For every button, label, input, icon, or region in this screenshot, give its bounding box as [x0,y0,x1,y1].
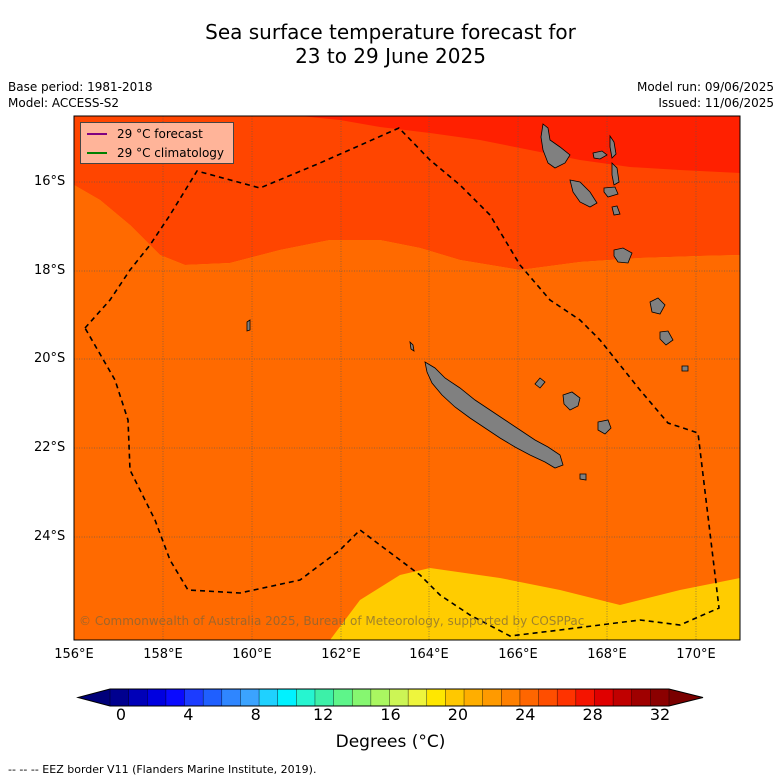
title-line-2: 23 to 29 June 2025 [295,44,486,68]
colorbar-title: Degrees (°C) [335,732,446,752]
copyright-text: © Commonwealth of Australia 2025, Bureau… [79,614,585,628]
longitude-tick-label: 168°E [587,647,627,662]
land-loyalty-mare [597,419,612,435]
issued-text: Issued: 11/06/2025 [658,96,774,110]
latitude-tick-label: 24°S [34,529,66,544]
colorbar-swatch [650,689,670,706]
model-run-text: Model run: 09/06/2025 [636,80,774,94]
colorbar-swatch [314,689,335,706]
legend-forecast-swatch [87,133,107,135]
model-text: Model: ACCESS-S2 [8,96,120,110]
colorbar-tick-label: 28 [582,705,603,724]
colorbar-swatch [575,689,595,706]
land-loyalty-lifou [562,391,581,411]
colorbar-tick-label: 4 [183,705,194,724]
colorbar-swatch [631,689,651,706]
land-aneityum [681,365,689,372]
colorbar-swatch [259,689,279,706]
land-ambae [592,150,608,160]
land-espiritu-santo [540,123,571,169]
colorbar-swatch [482,689,502,706]
land-malekula [569,179,598,208]
colorbar-swatch [128,689,148,706]
land-belep [409,340,415,352]
colorbar [76,688,704,707]
land-tanna [659,330,674,346]
land-epi [611,205,621,216]
colorbar-tick-label: 0 [115,705,127,724]
colorbar-swatch [613,689,633,706]
land-isle-of-pines [579,473,587,481]
eez-border [84,127,720,637]
colorbar-swatch [184,689,204,706]
colorbar-swatch [426,689,446,706]
land-pentecost [611,162,620,186]
colorbar-swatch [445,689,465,706]
eez-footnote: -- -- -- EEZ border V11 (Flanders Marine… [8,763,317,776]
longitude-tick-label: 160°E [232,647,272,662]
latitude-tick-label: 16°S [34,174,66,189]
land-erromango [649,297,666,315]
colorbar-tick-label: 8 [250,705,261,724]
latitude-tick-label: 20°S [34,351,66,366]
legend-climatology-row: 29 °C climatology [87,145,224,161]
legend-climatology-label: 29 °C climatology [117,146,225,160]
land-chesterfield [246,319,251,332]
sst-band-27 [74,185,740,640]
sst-field [74,116,740,640]
colorbar-tick-label: 12 [312,705,334,724]
legend: 29 °C forecast 29 °C climatology [80,122,234,164]
legend-forecast-row: 29 °C forecast [87,126,203,142]
land-loyalty-ouvea [534,377,546,389]
colorbar-swatch [501,689,521,706]
longitude-tick-label: 164°E [409,647,449,662]
colorbar-tick-label: 16 [380,705,401,724]
longitude-tick-label: 166°E [498,647,538,662]
latitude-tick-label: 18°S [34,263,66,278]
colorbar-swatch [594,689,614,706]
colorbar-swatch [464,689,484,706]
colorbar-swatch [333,689,353,706]
colorbar-swatch [110,689,130,706]
gridlines [74,116,740,640]
colorbar-tick-label: 20 [447,705,469,724]
land-new-caledonia [424,361,564,469]
legend-climatology-swatch [87,152,107,154]
legend-forecast-label: 29 °C forecast [117,127,203,141]
colorbar-swatch [370,689,390,706]
sst-band-23 [330,568,740,640]
colorbar-swatch [389,689,409,706]
longitude-tick-label: 162°E [321,647,361,662]
colorbar-swatch [352,689,372,706]
longitude-tick-label: 156°E [54,647,94,662]
title-line-1: Sea surface temperature forecast for [205,20,576,44]
colorbar-swatch [519,689,540,706]
sst-band-28 [300,116,740,173]
colorbar-swatch [147,689,167,706]
base-period-text: Base period: 1981-2018 [8,80,153,94]
colorbar-tick-label: 24 [515,705,536,724]
land-efate [613,247,633,264]
colorbar-under-arrow [78,689,110,706]
latitude-tick-label: 22°S [34,440,66,455]
colorbar-swatch [557,689,577,706]
colorbar-tick-label: 32 [649,705,671,724]
land-maewo [609,134,617,159]
land-ambrym [603,186,619,198]
colorbar-swatch [538,689,558,706]
land-masses [246,123,689,481]
colorbar-swatch [277,689,297,706]
colorbar-over-arrow [669,689,703,706]
colorbar-swatch [203,689,223,706]
longitude-tick-label: 158°E [143,647,183,662]
colorbar-swatch [296,689,316,706]
colorbar-swatch [408,689,428,706]
longitude-tick-label: 170°E [676,647,716,662]
colorbar-swatch [240,689,260,706]
colorbar-swatch [165,689,186,706]
colorbar-swatch [221,689,241,706]
